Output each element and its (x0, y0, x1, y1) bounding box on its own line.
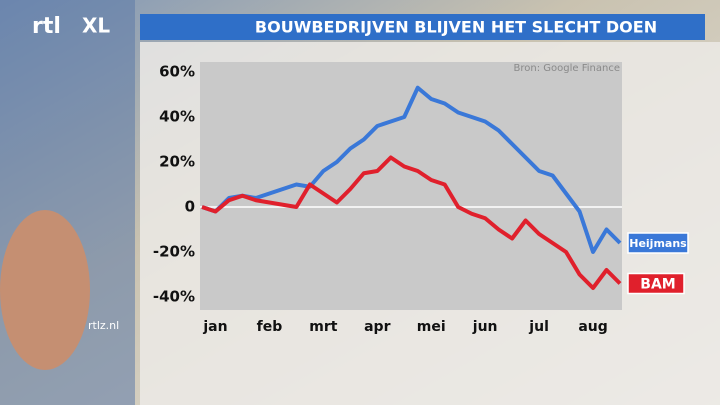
x-tick-label: jan (202, 319, 227, 335)
title-bar (140, 14, 705, 40)
y-tick-label: 20% (159, 153, 195, 171)
y-tick-label: 0 (185, 198, 195, 216)
legend-box (627, 232, 689, 254)
x-tick-label: mrt (309, 319, 337, 335)
source: Bron: Google Finance (514, 63, 620, 74)
legend-box (627, 272, 685, 295)
legend-label: Heijmans (629, 237, 687, 250)
y-tick-label: -20% (153, 243, 195, 261)
logo-rtl: rtl (32, 14, 61, 39)
x-tick-label: apr (364, 319, 390, 335)
x-tick-label: feb (257, 319, 283, 335)
photo-hand (0, 210, 90, 370)
watermark: rtlz.nl (88, 319, 119, 332)
chart-title: BOUWBEDRIJVEN BLIJVEN HET SLECHT DOEN (255, 18, 657, 37)
x-tick-label: mei (417, 319, 446, 335)
series-line (201, 155, 622, 290)
y-tick-label: 60% (159, 63, 195, 81)
x-tick-label: jun (472, 319, 498, 335)
x-tick-label: aug (578, 319, 607, 335)
x-tick-label: jul (528, 319, 549, 335)
y-tick-label: 40% (159, 108, 195, 126)
y-tick-label: -40% (153, 288, 195, 306)
series-line (201, 85, 622, 254)
legend-label: BAM (640, 277, 675, 293)
logo-xl: XL (82, 14, 110, 38)
